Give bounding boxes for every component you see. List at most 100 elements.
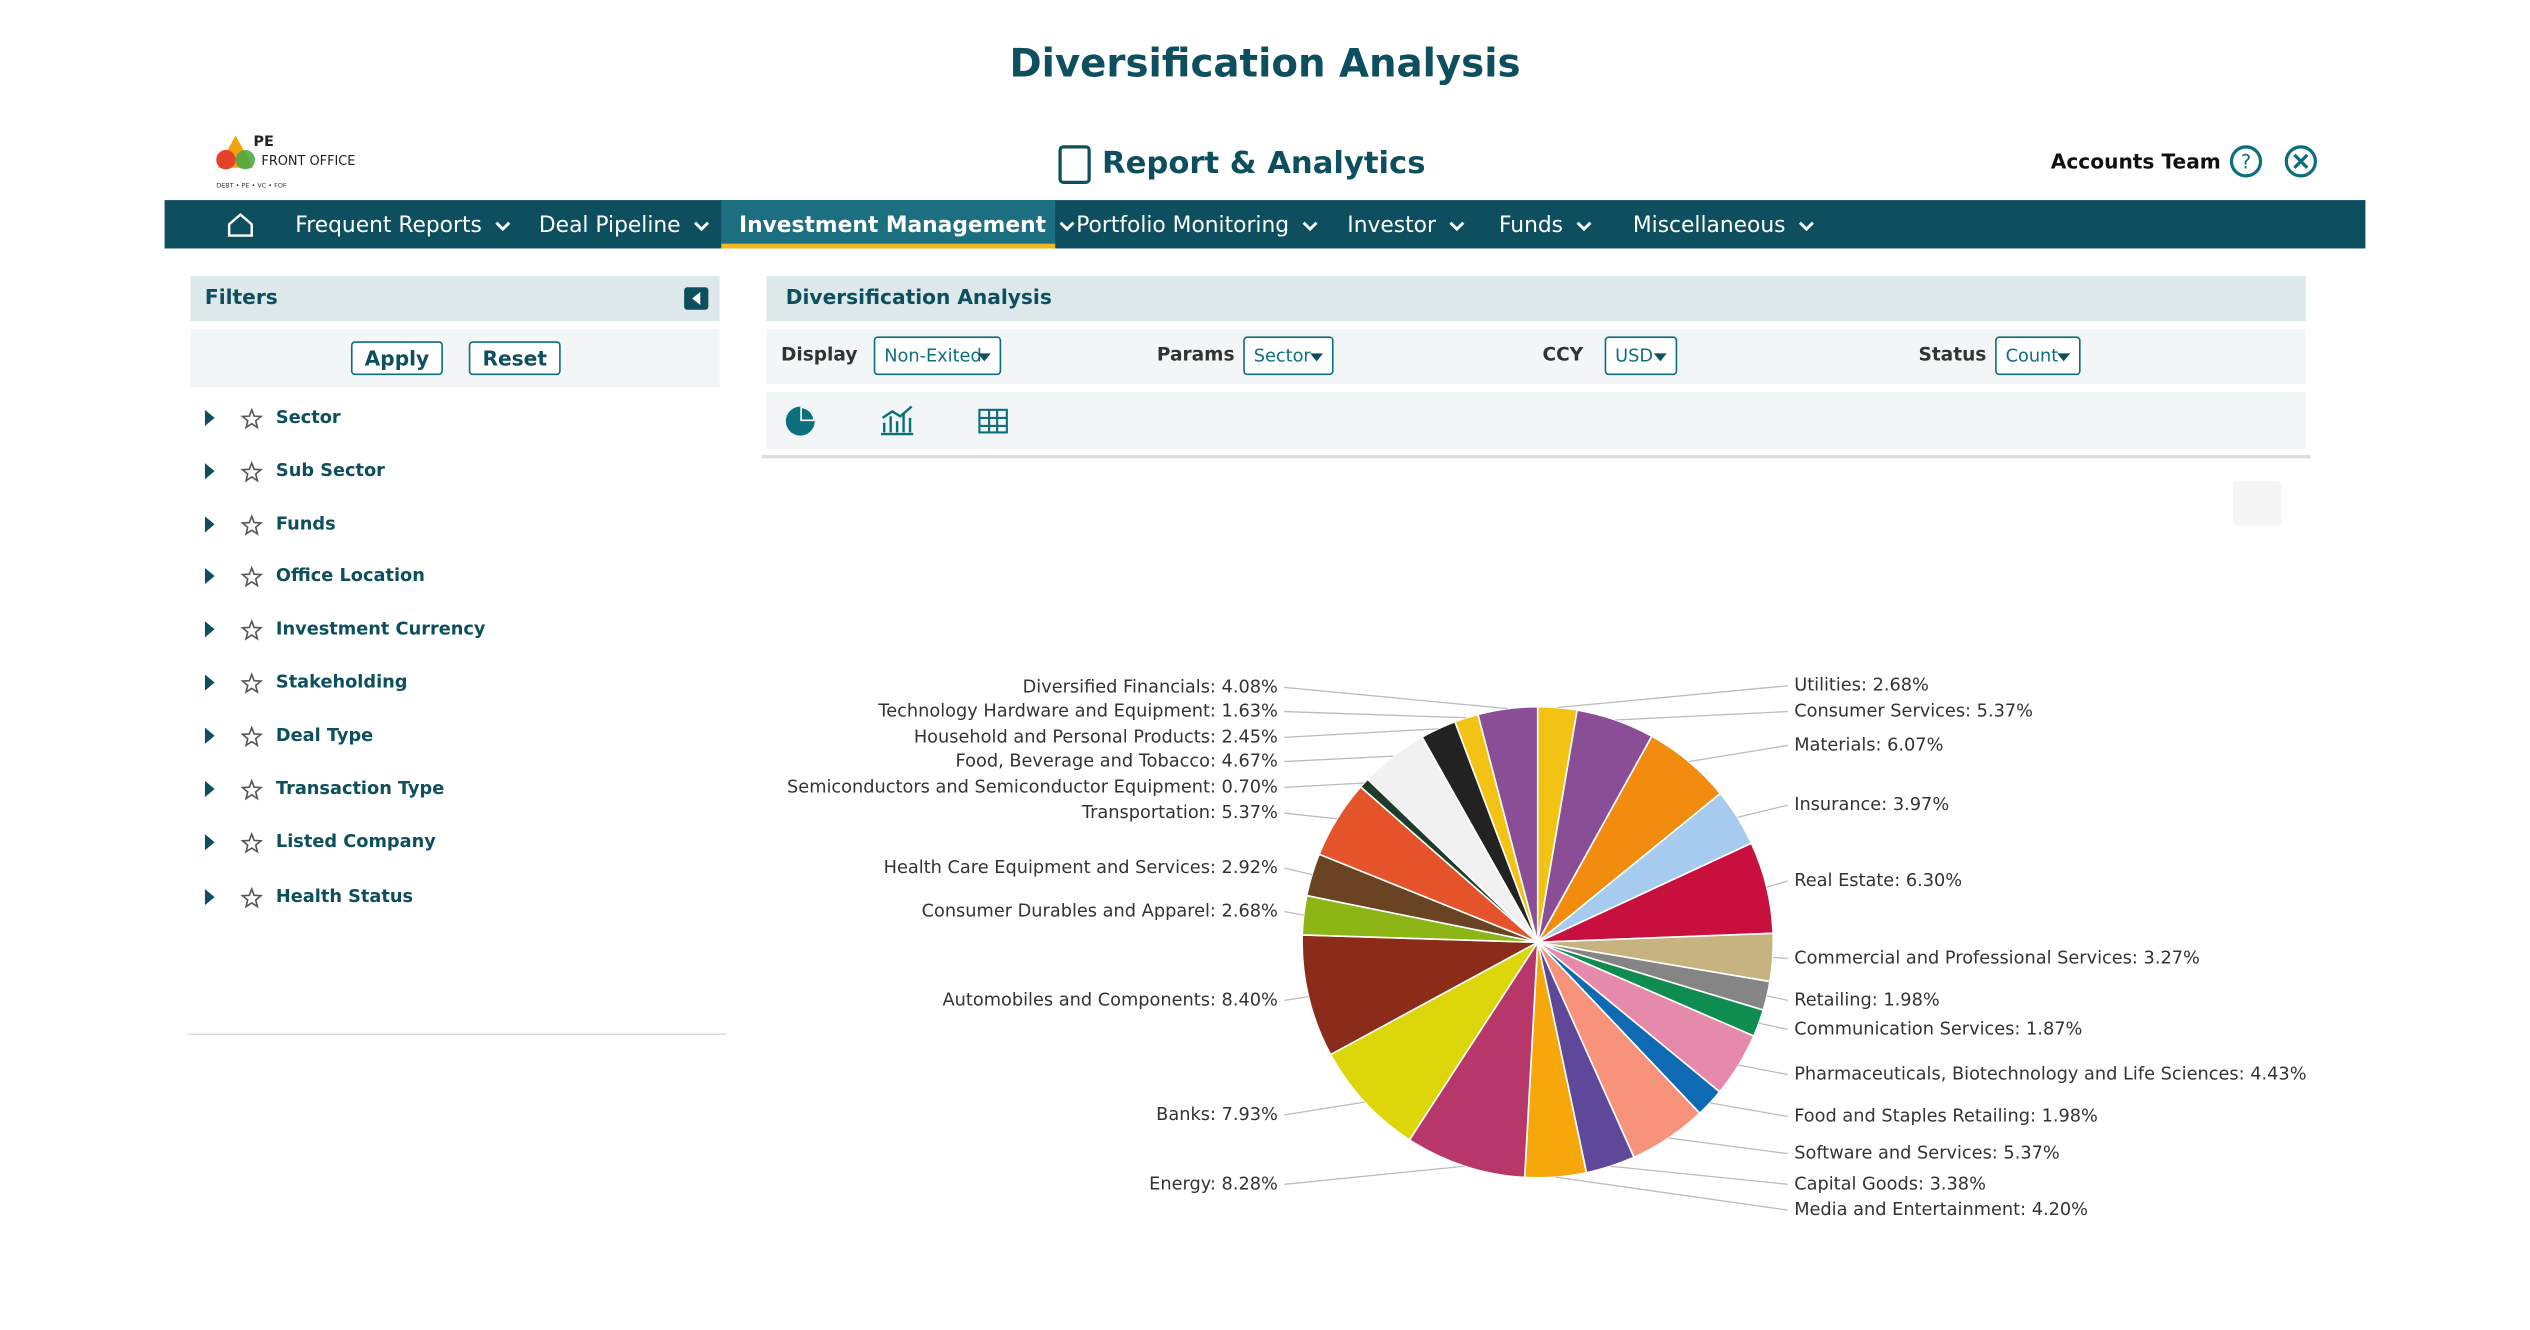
nav-item[interactable]: Funds xyxy=(1499,213,1563,238)
leader-line xyxy=(1766,880,1788,888)
filter-item[interactable]: Funds xyxy=(276,514,336,534)
control-value[interactable]: USD xyxy=(1615,347,1653,367)
favorite-star[interactable] xyxy=(240,565,264,588)
nav-chevron[interactable] xyxy=(1576,221,1592,232)
expand-arrow[interactable] xyxy=(204,674,215,691)
filter-item[interactable]: Office Location xyxy=(276,566,425,586)
logo-sub: FRONT OFFICE xyxy=(261,154,355,169)
filter-item[interactable]: Sector xyxy=(276,408,341,428)
expand-arrow[interactable] xyxy=(204,621,215,638)
expand-arrow[interactable] xyxy=(204,780,215,798)
home-icon[interactable] xyxy=(227,213,253,237)
control-select[interactable] xyxy=(1604,336,1678,376)
slice-label: Software and Services: 5.37% xyxy=(1794,1144,2060,1164)
control-select[interactable] xyxy=(1243,336,1334,376)
chart-menu-button[interactable] xyxy=(2233,480,2282,526)
select-arrow[interactable] xyxy=(2057,353,2071,362)
filter-item[interactable]: Transaction Type xyxy=(276,779,444,799)
control-select[interactable] xyxy=(873,336,1002,376)
expand-arrow[interactable] xyxy=(204,516,215,533)
expand-arrow[interactable] xyxy=(204,409,215,426)
slice-label: Retailing: 1.98% xyxy=(1794,990,1939,1010)
slice-label: Energy: 8.28% xyxy=(1149,1174,1278,1194)
nav-item[interactable]: Investor xyxy=(1347,213,1436,238)
leader-line xyxy=(1284,867,1313,876)
pie-view-icon[interactable] xyxy=(785,406,815,436)
expand-arrow[interactable] xyxy=(204,567,215,585)
slice-label: Transportation: 5.37% xyxy=(1081,803,1278,823)
view-row xyxy=(766,392,2306,449)
leader-line xyxy=(1738,1064,1788,1076)
slice-label: Materials: 6.07% xyxy=(1794,735,1943,755)
close-icon[interactable] xyxy=(2284,145,2317,178)
nav-chevron[interactable] xyxy=(1059,221,1075,232)
svg-text:?: ? xyxy=(2241,150,2251,173)
nav-item[interactable]: Frequent Reports xyxy=(295,213,482,238)
reset-label[interactable]: Reset xyxy=(482,346,547,370)
leader-line xyxy=(1615,710,1788,721)
filter-item[interactable]: Sub Sector xyxy=(276,461,385,481)
favorite-star[interactable] xyxy=(240,725,264,748)
expand-arrow[interactable] xyxy=(204,889,215,906)
expand-arrow[interactable] xyxy=(204,463,215,480)
leader-line xyxy=(1284,755,1394,763)
control-label: Status xyxy=(1918,344,1986,365)
nav-chevron[interactable] xyxy=(1449,221,1465,232)
filter-item[interactable]: Investment Currency xyxy=(276,619,486,639)
control-value[interactable]: Non-Exited xyxy=(884,347,982,367)
nav-item[interactable]: Portfolio Monitoring xyxy=(1076,213,1289,238)
select-arrow[interactable] xyxy=(977,353,991,362)
select-arrow[interactable] xyxy=(1653,353,1667,362)
reset-button[interactable] xyxy=(468,341,561,376)
leader-line xyxy=(1284,782,1365,789)
filter-item[interactable]: Stakeholding xyxy=(276,673,408,693)
apply-label[interactable]: Apply xyxy=(365,346,430,370)
favorite-star[interactable] xyxy=(240,514,264,536)
expand-arrow[interactable] xyxy=(204,727,215,744)
nav-chevron[interactable] xyxy=(495,221,511,232)
filter-item[interactable]: Deal Type xyxy=(276,726,373,746)
control-select[interactable] xyxy=(1995,336,2081,376)
control-value[interactable]: Count xyxy=(2006,347,2059,367)
select-arrow[interactable] xyxy=(1310,353,1324,362)
bar-view-icon[interactable] xyxy=(880,405,914,436)
favorite-star[interactable] xyxy=(240,886,264,909)
favorite-star[interactable] xyxy=(240,672,264,694)
leader-line xyxy=(1766,995,1788,1001)
apply-button[interactable] xyxy=(350,341,443,376)
nav-item[interactable]: Deal Pipeline xyxy=(539,213,681,238)
favorite-star[interactable] xyxy=(240,618,264,641)
slice-label: Communication Services: 1.87% xyxy=(1794,1019,2082,1039)
expand-arrow[interactable] xyxy=(204,834,215,851)
slice-label: Media and Entertainment: 4.20% xyxy=(1794,1200,2088,1220)
pie-slice xyxy=(1476,705,1539,943)
leader-line xyxy=(1284,710,1467,719)
logo-tag: DEBT • PE • VC • FOF xyxy=(216,182,287,190)
nav-item[interactable]: Investment Management xyxy=(739,213,1046,238)
slice-label: Food, Beverage and Tobacco: 4.67% xyxy=(956,752,1278,772)
nav-item[interactable]: Miscellaneous xyxy=(1633,213,1786,238)
help-icon[interactable]: ? xyxy=(2229,145,2263,178)
favorite-star[interactable] xyxy=(240,778,264,801)
nav-chevron[interactable] xyxy=(694,221,710,232)
nav-chevron[interactable] xyxy=(1302,221,1318,232)
favorite-star[interactable] xyxy=(240,407,264,430)
filter-item[interactable]: Health Status xyxy=(276,887,413,907)
slice-label: Utilities: 2.68% xyxy=(1794,676,1929,696)
user-name[interactable]: Accounts Team xyxy=(2051,149,2221,173)
collapse-button[interactable] xyxy=(684,287,709,310)
leader-line xyxy=(1668,1137,1788,1155)
favorite-star[interactable] xyxy=(240,831,264,854)
leader-line xyxy=(1284,1101,1365,1116)
pie-slice xyxy=(1408,939,1539,1179)
nav-chevron[interactable] xyxy=(1798,221,1814,232)
control-value[interactable]: Sector xyxy=(1254,347,1312,367)
panel-header xyxy=(766,275,2306,322)
filter-item[interactable]: Listed Company xyxy=(276,832,436,852)
slice-label: Household and Personal Products: 2.45% xyxy=(914,727,1278,747)
slice-label: Banks: 7.93% xyxy=(1156,1105,1278,1125)
table-view-icon[interactable] xyxy=(978,408,1008,434)
leader-line xyxy=(1284,728,1439,739)
control-label: CCY xyxy=(1543,344,1584,365)
favorite-star[interactable] xyxy=(240,460,264,483)
